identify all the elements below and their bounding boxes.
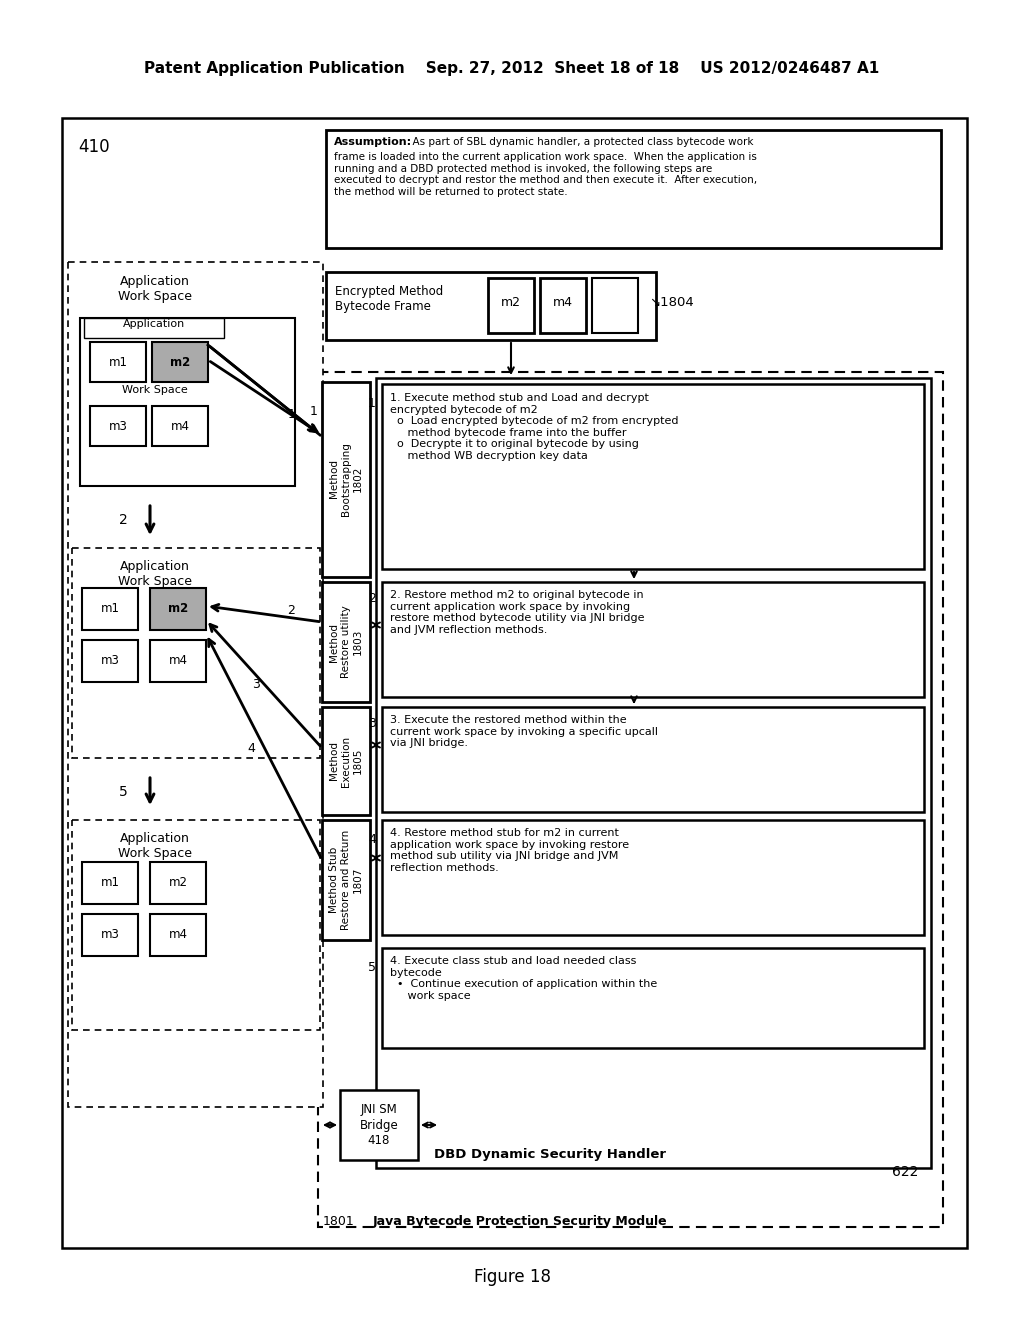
Text: 4: 4 bbox=[247, 742, 255, 755]
Text: m4: m4 bbox=[169, 655, 187, 668]
Text: m1: m1 bbox=[109, 355, 128, 368]
Text: m3: m3 bbox=[109, 420, 127, 433]
Text: 1. Execute method stub and Load and decrypt
encrypted bytecode of m2
  o  Load e: 1. Execute method stub and Load and decr… bbox=[390, 393, 679, 461]
Bar bbox=[150, 913, 206, 956]
Text: Method Stub
Restore and Return
1807: Method Stub Restore and Return 1807 bbox=[330, 830, 362, 931]
Text: Application
Work Space: Application Work Space bbox=[118, 560, 193, 587]
Bar bbox=[340, 1090, 418, 1160]
Text: Method
Restore utility
1803: Method Restore utility 1803 bbox=[330, 606, 362, 678]
Text: 2: 2 bbox=[119, 513, 127, 527]
Bar bbox=[150, 640, 206, 682]
Bar bbox=[322, 708, 370, 814]
Text: 2. Restore method m2 to original bytecode in
current application work space by i: 2. Restore method m2 to original bytecod… bbox=[390, 590, 644, 635]
Text: 2: 2 bbox=[287, 603, 295, 616]
Bar bbox=[592, 279, 638, 333]
Text: Encrypted Method
Bytecode Frame: Encrypted Method Bytecode Frame bbox=[335, 285, 443, 313]
Text: frame is loaded into the current application work space.  When the application i: frame is loaded into the current applica… bbox=[334, 152, 757, 197]
Bar bbox=[382, 582, 924, 697]
Bar bbox=[488, 279, 534, 333]
Bar bbox=[84, 318, 224, 338]
Bar bbox=[150, 862, 206, 904]
Text: Application
Work Space: Application Work Space bbox=[118, 275, 193, 304]
Bar bbox=[150, 587, 206, 630]
Text: 4: 4 bbox=[368, 833, 376, 846]
Text: m2: m2 bbox=[168, 602, 188, 615]
Text: m2: m2 bbox=[501, 296, 521, 309]
Bar bbox=[68, 261, 323, 1107]
Text: 622: 622 bbox=[892, 1166, 919, 1179]
Bar bbox=[326, 272, 656, 341]
Text: 1: 1 bbox=[288, 408, 296, 421]
Text: m3: m3 bbox=[100, 655, 120, 668]
Bar bbox=[82, 640, 138, 682]
Bar bbox=[382, 948, 924, 1048]
Text: JNI SM
Bridge
418: JNI SM Bridge 418 bbox=[359, 1104, 398, 1147]
Text: 3: 3 bbox=[252, 678, 260, 692]
Bar bbox=[82, 587, 138, 630]
Text: Application: Application bbox=[123, 319, 185, 329]
Bar bbox=[318, 372, 943, 1228]
Text: Work Space: Work Space bbox=[122, 385, 187, 395]
Text: 1: 1 bbox=[368, 397, 376, 411]
Bar bbox=[82, 862, 138, 904]
Text: 4. Execute class stub and load needed class
bytecode
  •  Continue execution of : 4. Execute class stub and load needed cl… bbox=[390, 956, 657, 1001]
Bar bbox=[322, 820, 370, 940]
Text: 2: 2 bbox=[368, 591, 376, 605]
Text: 3: 3 bbox=[368, 717, 376, 730]
Text: Patent Application Publication    Sep. 27, 2012  Sheet 18 of 18    US 2012/02464: Patent Application Publication Sep. 27, … bbox=[144, 61, 880, 75]
Bar bbox=[326, 129, 941, 248]
Text: m2: m2 bbox=[170, 355, 190, 368]
Text: 3. Execute the restored method within the
current work space by invoking a speci: 3. Execute the restored method within th… bbox=[390, 715, 658, 748]
Text: Assumption:: Assumption: bbox=[334, 137, 412, 147]
Text: m4: m4 bbox=[553, 296, 573, 309]
Bar bbox=[382, 384, 924, 569]
Text: DBD Dynamic Security Handler: DBD Dynamic Security Handler bbox=[434, 1148, 666, 1162]
Bar bbox=[80, 318, 295, 486]
Bar bbox=[62, 117, 967, 1247]
Text: 1801: 1801 bbox=[323, 1214, 354, 1228]
Text: m2: m2 bbox=[169, 876, 187, 890]
Text: 5: 5 bbox=[119, 785, 127, 799]
Bar bbox=[152, 342, 208, 381]
Bar bbox=[322, 582, 370, 702]
Bar bbox=[382, 708, 924, 812]
Bar bbox=[152, 407, 208, 446]
Text: Method
Bootstrapping
1802: Method Bootstrapping 1802 bbox=[330, 442, 362, 516]
Text: Method
Execution
1805: Method Execution 1805 bbox=[330, 735, 362, 787]
Text: 5: 5 bbox=[368, 961, 376, 974]
Bar bbox=[382, 820, 924, 935]
Text: m3: m3 bbox=[100, 928, 120, 941]
Bar bbox=[72, 820, 319, 1030]
Bar bbox=[82, 913, 138, 956]
Bar bbox=[90, 342, 146, 381]
Text: m4: m4 bbox=[169, 928, 187, 941]
Bar bbox=[90, 407, 146, 446]
Bar bbox=[376, 378, 931, 1168]
Text: m1: m1 bbox=[100, 876, 120, 890]
Text: m4: m4 bbox=[171, 420, 189, 433]
Bar bbox=[540, 279, 586, 333]
Text: 1: 1 bbox=[310, 405, 318, 418]
Bar bbox=[72, 548, 319, 758]
Text: m1: m1 bbox=[100, 602, 120, 615]
Text: 410: 410 bbox=[78, 139, 110, 156]
Text: Application
Work Space: Application Work Space bbox=[118, 832, 193, 861]
Text: Figure 18: Figure 18 bbox=[473, 1269, 551, 1286]
Bar bbox=[322, 381, 370, 577]
Text: Java Bytecode Protection Security Module: Java Bytecode Protection Security Module bbox=[373, 1214, 668, 1228]
Text: As part of SBL dynamic handler, a protected class bytecode work: As part of SBL dynamic handler, a protec… bbox=[406, 137, 754, 147]
Text: ↘1804: ↘1804 bbox=[649, 296, 693, 309]
Text: 4. Restore method stub for m2 in current
application work space by invoking rest: 4. Restore method stub for m2 in current… bbox=[390, 828, 629, 873]
